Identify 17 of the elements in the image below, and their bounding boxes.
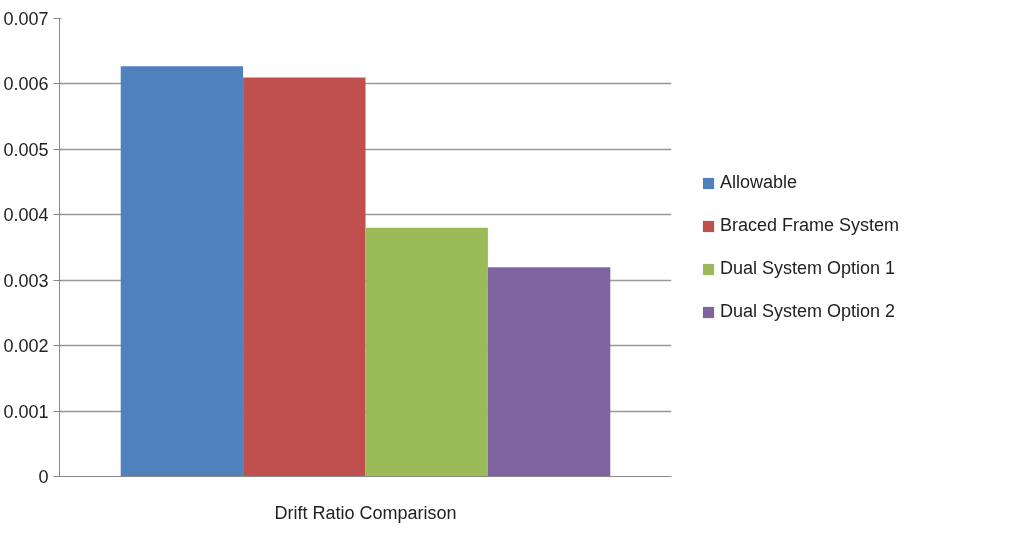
bar (120, 66, 244, 477)
y-tick-label: 0.002 (3, 336, 49, 357)
y-tick-label: 0.006 (3, 74, 49, 95)
y-tick-label: 0.005 (3, 139, 49, 160)
y-tick-label: 0.001 (3, 401, 49, 422)
bar (243, 77, 366, 477)
bar (365, 227, 488, 477)
legend-label: Braced Frame System (720, 215, 900, 236)
x-tick-label: Drift Ratio Comparison (274, 502, 457, 523)
legend-label: Allowable (720, 172, 798, 193)
y-tick-label: 0 (38, 467, 49, 487)
y-tick-label: 0.003 (3, 270, 49, 291)
y-tick-label: 0.007 (3, 9, 49, 29)
legend-label: Dual System Option 1 (720, 258, 896, 279)
bar (487, 267, 611, 477)
legend-label: Dual System Option 2 (720, 301, 896, 322)
y-tick-label: 0.004 (3, 205, 49, 226)
